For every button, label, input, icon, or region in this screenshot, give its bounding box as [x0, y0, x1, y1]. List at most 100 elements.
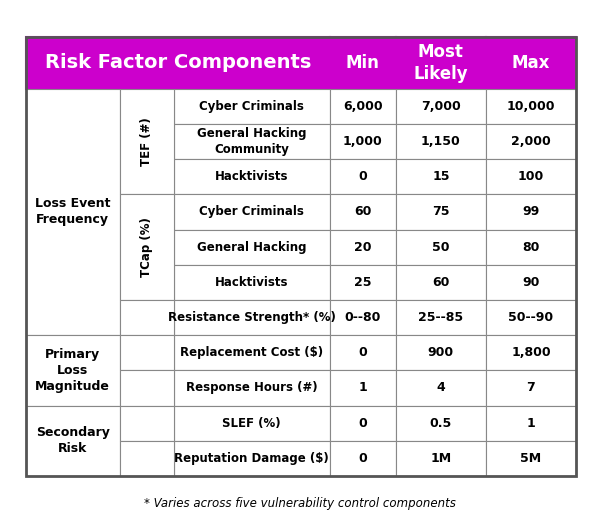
- Bar: [396, 441, 486, 476]
- Text: 75: 75: [432, 206, 449, 218]
- Bar: [396, 124, 486, 159]
- Bar: [174, 194, 329, 229]
- Bar: [329, 194, 396, 229]
- Bar: [486, 89, 576, 124]
- Bar: [329, 124, 396, 159]
- Bar: [329, 159, 396, 194]
- Bar: [486, 335, 576, 370]
- Text: SLEF (%): SLEF (%): [223, 417, 281, 430]
- Bar: [329, 300, 396, 335]
- Text: General Hacking
Community: General Hacking Community: [197, 127, 307, 156]
- Bar: [120, 194, 174, 300]
- Text: 100: 100: [518, 170, 544, 183]
- Text: Min: Min: [346, 54, 380, 72]
- Bar: [120, 300, 174, 335]
- Bar: [486, 406, 576, 441]
- Text: 1,800: 1,800: [511, 346, 551, 359]
- Text: 50--90: 50--90: [508, 311, 554, 324]
- Bar: [486, 194, 576, 229]
- Text: 90: 90: [522, 276, 539, 289]
- Bar: [329, 370, 396, 406]
- Text: 50: 50: [432, 240, 449, 254]
- Text: Most
Likely: Most Likely: [413, 43, 468, 83]
- Bar: [120, 441, 174, 476]
- Text: General Hacking: General Hacking: [197, 240, 307, 254]
- Bar: [26, 335, 120, 406]
- Text: Reputation Damage ($): Reputation Damage ($): [175, 452, 329, 465]
- Text: Max: Max: [512, 54, 550, 72]
- Bar: [486, 265, 576, 300]
- Bar: [329, 229, 396, 265]
- Text: Loss Event
Frequency: Loss Event Frequency: [35, 197, 110, 226]
- Bar: [120, 335, 174, 370]
- Text: Response Hours (#): Response Hours (#): [186, 381, 317, 394]
- Bar: [329, 37, 396, 89]
- Text: 0.5: 0.5: [430, 417, 452, 430]
- Bar: [174, 159, 329, 194]
- Bar: [329, 441, 396, 476]
- Bar: [396, 406, 486, 441]
- Bar: [396, 335, 486, 370]
- Bar: [120, 89, 174, 194]
- Bar: [486, 159, 576, 194]
- Bar: [174, 124, 329, 159]
- Text: 2,000: 2,000: [511, 135, 551, 148]
- Text: 1,150: 1,150: [421, 135, 461, 148]
- Text: 0: 0: [358, 346, 367, 359]
- Bar: [396, 265, 486, 300]
- Bar: [396, 37, 486, 89]
- Bar: [486, 441, 576, 476]
- Bar: [174, 335, 329, 370]
- Text: 25: 25: [354, 276, 371, 289]
- Bar: [174, 229, 329, 265]
- Bar: [486, 229, 576, 265]
- Bar: [174, 406, 329, 441]
- Bar: [396, 300, 486, 335]
- Text: Hacktivists: Hacktivists: [215, 170, 289, 183]
- Text: 900: 900: [428, 346, 454, 359]
- Text: 10,000: 10,000: [507, 100, 555, 113]
- Text: Primary
Loss
Magnitude: Primary Loss Magnitude: [35, 348, 110, 393]
- Text: Risk Factor Components: Risk Factor Components: [44, 53, 311, 72]
- Text: 20: 20: [354, 240, 371, 254]
- Text: 7: 7: [527, 381, 535, 394]
- Bar: [329, 89, 396, 124]
- Bar: [174, 89, 329, 124]
- Bar: [26, 37, 329, 89]
- Text: 0--80: 0--80: [344, 311, 381, 324]
- Text: 1: 1: [358, 381, 367, 394]
- Bar: [486, 37, 576, 89]
- Text: Hacktivists: Hacktivists: [215, 276, 289, 289]
- Bar: [329, 406, 396, 441]
- Bar: [26, 37, 576, 476]
- Bar: [329, 335, 396, 370]
- Text: 4: 4: [437, 381, 445, 394]
- Bar: [396, 194, 486, 229]
- Text: 5M: 5M: [520, 452, 542, 465]
- Bar: [329, 265, 396, 300]
- Bar: [396, 229, 486, 265]
- Text: 60: 60: [354, 206, 371, 218]
- Bar: [486, 124, 576, 159]
- Text: 0: 0: [358, 170, 367, 183]
- Text: 25--85: 25--85: [418, 311, 463, 324]
- Text: 60: 60: [432, 276, 449, 289]
- Bar: [26, 406, 120, 476]
- Bar: [26, 89, 120, 335]
- Bar: [396, 89, 486, 124]
- Bar: [120, 406, 174, 441]
- Bar: [174, 441, 329, 476]
- Text: Resistance Strength* (%): Resistance Strength* (%): [168, 311, 335, 324]
- Bar: [174, 300, 329, 335]
- Text: 15: 15: [432, 170, 449, 183]
- Text: 0: 0: [358, 452, 367, 465]
- Text: 1M: 1M: [430, 452, 451, 465]
- Text: Replacement Cost ($): Replacement Cost ($): [180, 346, 323, 359]
- Text: 80: 80: [522, 240, 539, 254]
- Bar: [396, 370, 486, 406]
- Text: 7,000: 7,000: [421, 100, 461, 113]
- Bar: [486, 300, 576, 335]
- Text: 1,000: 1,000: [343, 135, 383, 148]
- Text: Cyber Criminals: Cyber Criminals: [199, 100, 304, 113]
- Text: * Varies across five vulnerability control components: * Varies across five vulnerability contr…: [144, 498, 456, 510]
